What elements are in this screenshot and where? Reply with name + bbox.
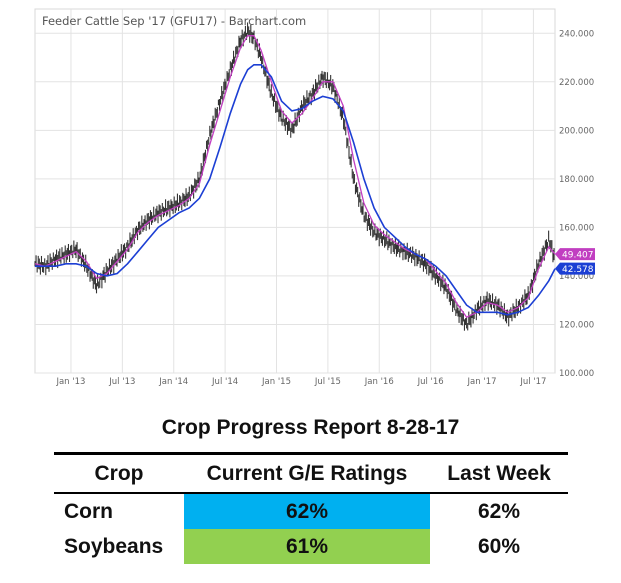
- row-current-soybeans: 61%: [184, 529, 430, 564]
- y-axis-ticks: 100.000 120.000 140.000 160.000 180.000 200.0…: [559, 29, 594, 379]
- x-tick-label: Jan '13: [55, 377, 85, 387]
- y-tick-label: 140.000: [559, 272, 594, 282]
- x-tick-label: Jul '15: [314, 377, 341, 387]
- ratings-table: Crop Current G/E Ratings Last Week Corn …: [54, 452, 568, 564]
- y-tick-label: 240.000: [559, 29, 594, 39]
- row-crop-soybeans: Soybeans: [64, 534, 164, 558]
- last-value-flags: 49.407 42.578: [555, 248, 595, 275]
- header-last-week: Last Week: [447, 461, 551, 485]
- moving-average-short: [34, 35, 556, 319]
- y-tick-label: 180.000: [559, 175, 594, 185]
- row-current-corn: 62%: [184, 493, 430, 529]
- x-tick-label: Jan '15: [261, 377, 291, 387]
- price-chart: 100.000 120.000 140.000 160.000 180.000 200.0…: [34, 8, 595, 387]
- row-crop-corn: Corn: [64, 499, 113, 523]
- moving-average-long: [35, 64, 556, 316]
- y-tick-label: 200.000: [559, 126, 594, 136]
- last-value-flag-short: 49.407: [555, 248, 595, 260]
- grid: [34, 8, 556, 374]
- flag-label: 42.578: [562, 265, 594, 275]
- x-tick-label: Jul '17: [519, 377, 546, 387]
- table-row: Soybeans 61% 60%: [54, 529, 568, 564]
- table-row: Corn 62% 62%: [54, 493, 568, 529]
- x-axis-ticks: Jan '13 Jul '13 Jan '14 Jul '14 Jan '15 Jul '…: [55, 377, 546, 387]
- chart-svg: 100.000 120.000 140.000 160.000 180.000 200.0…: [34, 8, 595, 387]
- table-header-row: Crop Current G/E Ratings Last Week: [54, 453, 568, 493]
- x-tick-label: Jan '17: [467, 377, 497, 387]
- plot-frame: [34, 8, 556, 374]
- report-title: Crop Progress Report 8-28-17: [161, 416, 460, 439]
- x-tick-label: Jan '16: [364, 377, 394, 387]
- y-tick-label: 120.000: [559, 320, 594, 330]
- y-tick-label: 220.000: [559, 78, 594, 88]
- flag-shape: [555, 262, 595, 275]
- header-crop: Crop: [94, 461, 144, 485]
- moving-average-lines: [34, 35, 556, 319]
- y-tick-label: 160.000: [559, 223, 594, 233]
- x-tick-label: Jan '14: [158, 377, 188, 387]
- row-last-corn: 62%: [477, 499, 521, 523]
- chart-title: Feeder Cattle Sep '17 (GFU17) - Barchart…: [42, 14, 306, 28]
- flag-label: 49.407: [562, 250, 594, 260]
- flag-shape: [555, 248, 595, 261]
- y-tick-label: 100.000: [559, 369, 594, 379]
- header-current-ratings: Current G/E Ratings: [206, 461, 408, 485]
- x-tick-label: Jul '14: [211, 377, 238, 387]
- row-last-soybeans: 60%: [477, 534, 521, 558]
- last-value-flag-long: 42.578: [555, 262, 595, 275]
- x-tick-label: Jul '13: [108, 377, 135, 387]
- x-tick-label: Jul '16: [417, 377, 444, 387]
